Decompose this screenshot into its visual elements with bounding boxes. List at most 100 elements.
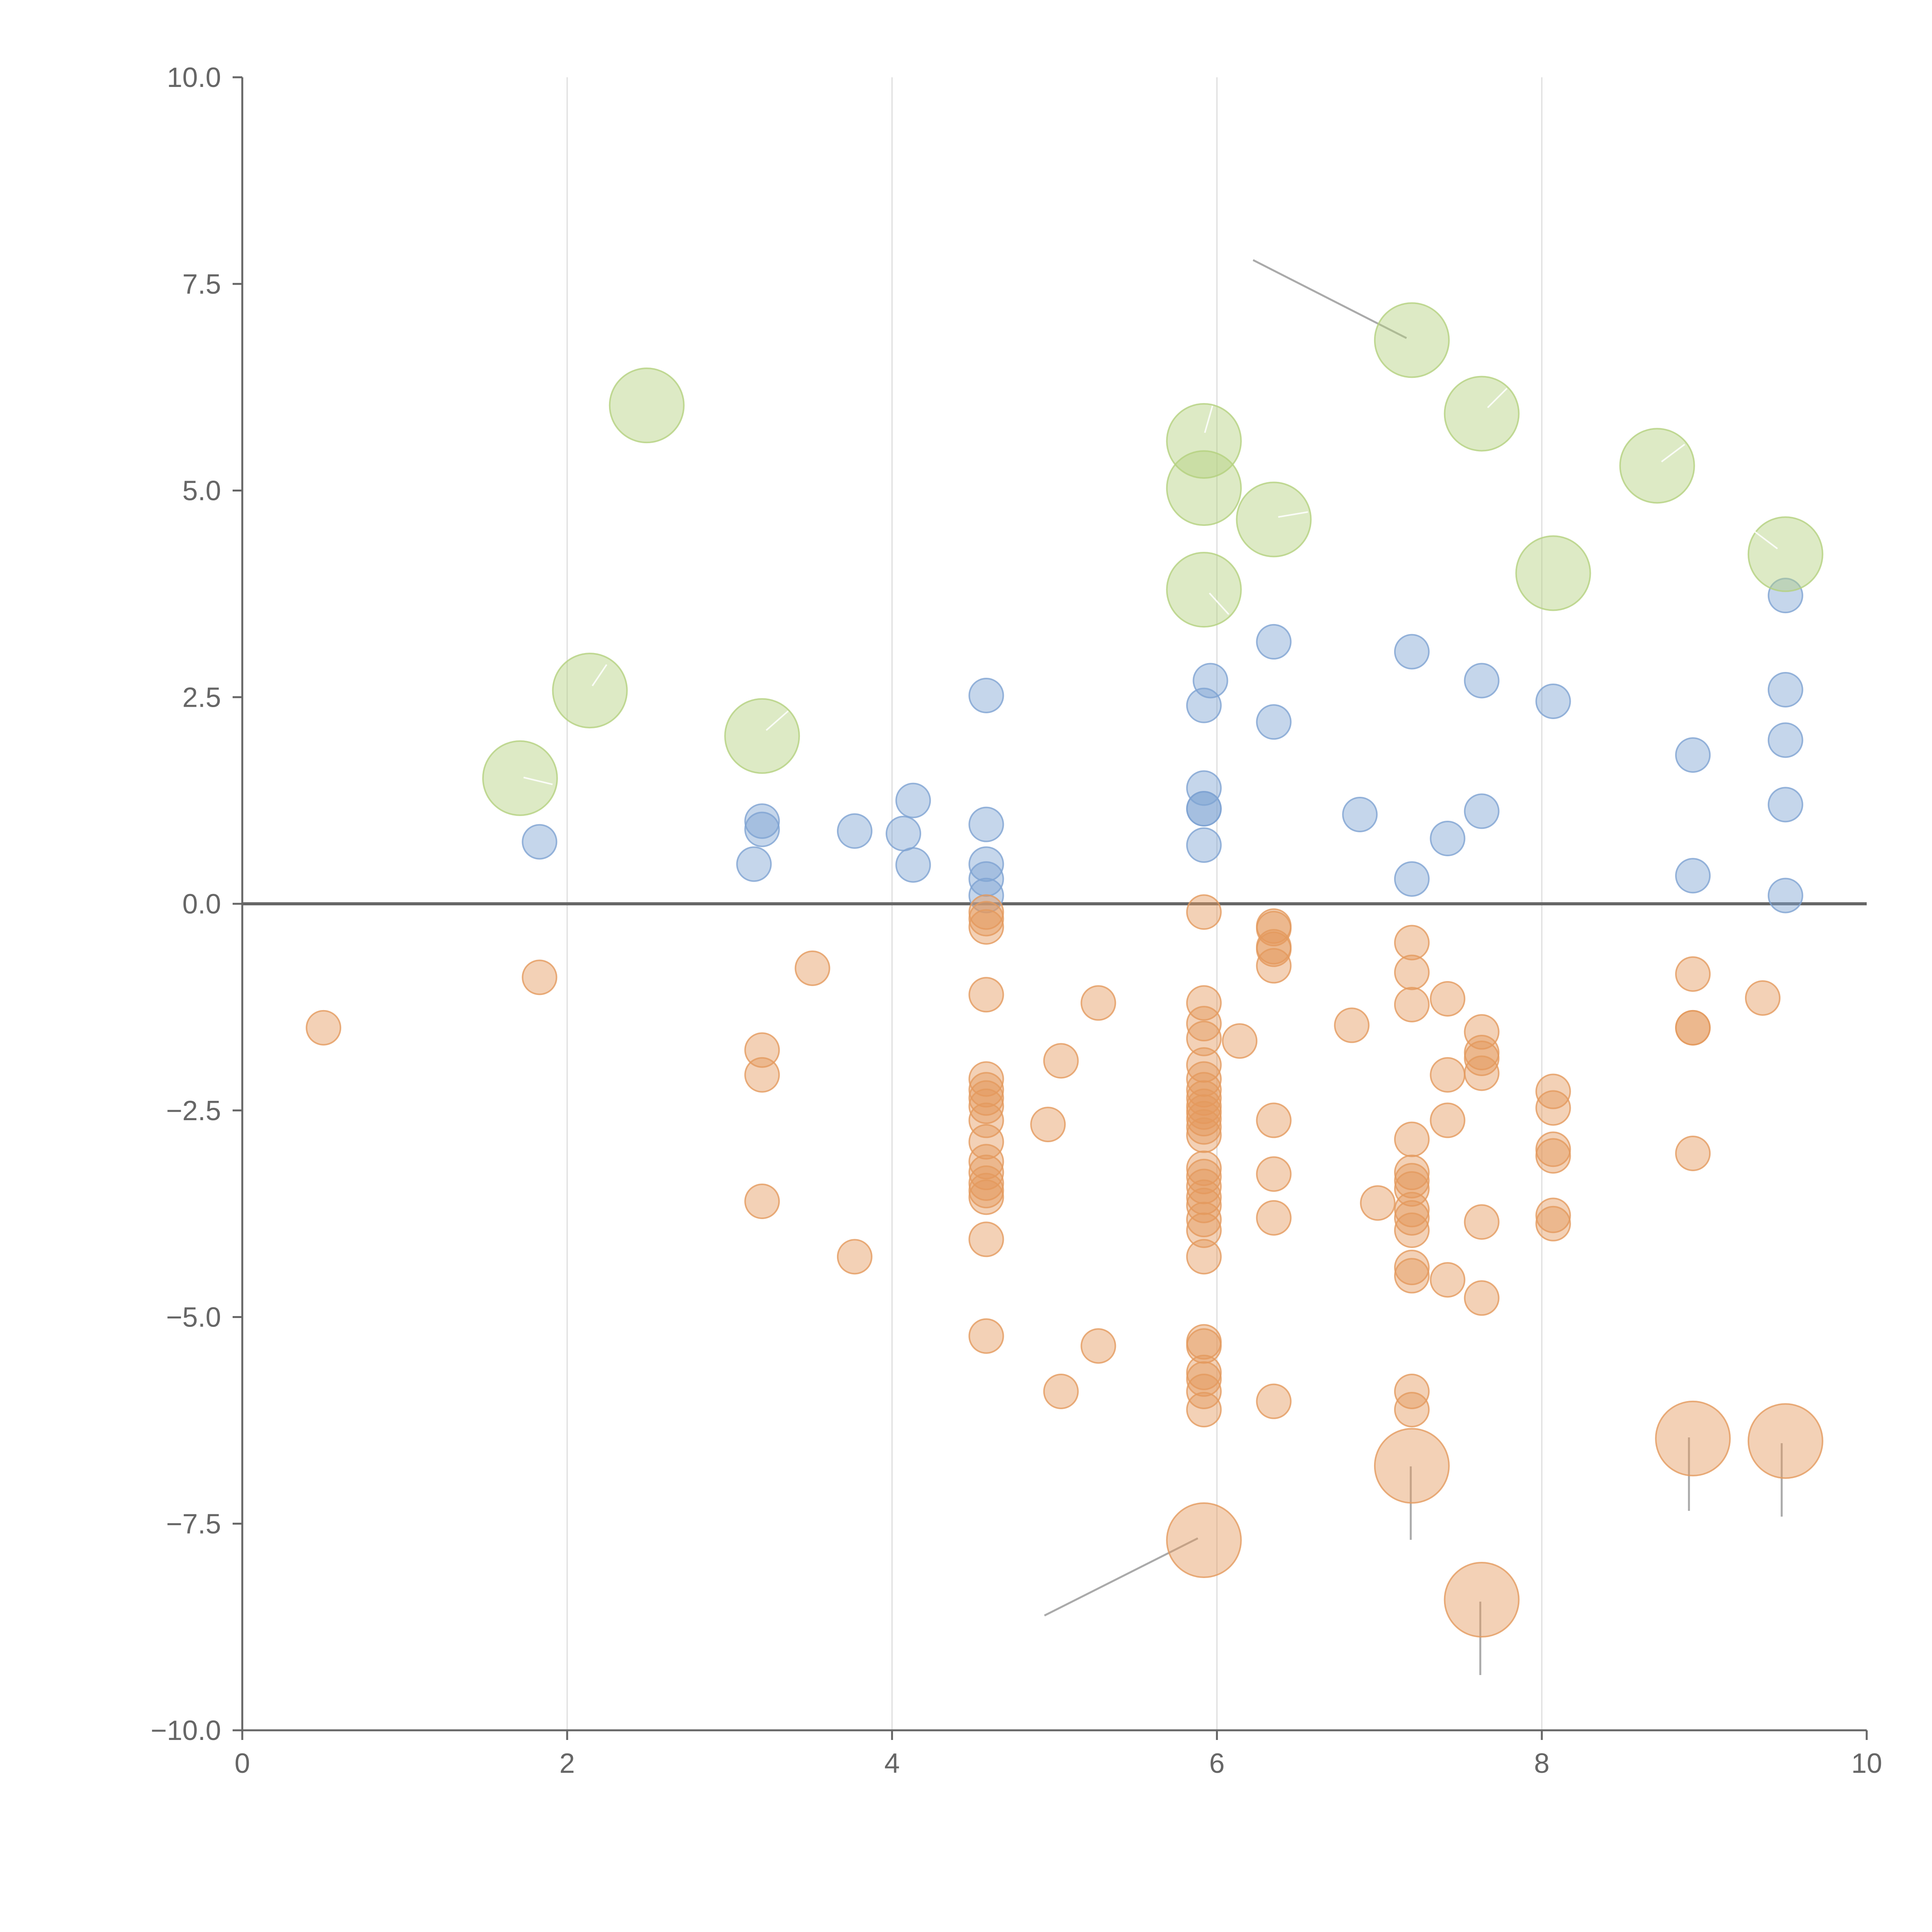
data-point[interactable] (1166, 552, 1242, 628)
data-point[interactable] (736, 846, 772, 882)
data-point[interactable] (1394, 1200, 1430, 1236)
data-point[interactable] (1256, 1102, 1292, 1138)
data-point[interactable] (1767, 787, 1803, 823)
data-point[interactable] (1186, 1212, 1222, 1248)
data-point[interactable] (1675, 956, 1711, 992)
data-point[interactable] (1222, 1023, 1258, 1059)
data-point[interactable] (1430, 821, 1466, 857)
data-point[interactable] (895, 847, 931, 883)
data-point[interactable] (1675, 737, 1711, 773)
data-point[interactable] (1186, 1150, 1222, 1186)
data-point[interactable] (1256, 1383, 1292, 1419)
data-point[interactable] (1186, 1328, 1222, 1364)
data-point[interactable] (1675, 1135, 1711, 1171)
data-point[interactable] (306, 1010, 342, 1046)
data-point[interactable] (1186, 1374, 1222, 1410)
data-point[interactable] (1374, 302, 1450, 378)
data-point[interactable] (1464, 1204, 1500, 1240)
data-point[interactable] (794, 950, 830, 986)
data-point[interactable] (895, 782, 931, 818)
data-point[interactable] (1394, 1163, 1430, 1199)
data-point[interactable] (968, 677, 1004, 713)
data-point[interactable] (744, 803, 780, 839)
data-point[interactable] (968, 977, 1004, 1013)
data-point[interactable] (724, 698, 800, 774)
data-point[interactable] (1675, 858, 1711, 894)
data-point[interactable] (1080, 1328, 1116, 1364)
data-point[interactable] (1444, 376, 1520, 452)
data-point[interactable] (1186, 1117, 1222, 1153)
data-point[interactable] (968, 1165, 1004, 1201)
data-point[interactable] (1256, 704, 1292, 740)
data-point[interactable] (1186, 1202, 1222, 1238)
data-point[interactable] (1394, 986, 1430, 1022)
data-point[interactable] (1675, 1010, 1711, 1046)
data-point[interactable] (1535, 1197, 1571, 1233)
data-point[interactable] (968, 1061, 1004, 1097)
data-point[interactable] (482, 740, 558, 816)
data-point[interactable] (1767, 878, 1803, 913)
data-point[interactable] (1043, 1043, 1079, 1079)
data-point[interactable] (552, 653, 628, 729)
data-point[interactable] (968, 1318, 1004, 1354)
data-point[interactable] (1535, 683, 1571, 719)
data-point[interactable] (1256, 948, 1292, 984)
data-point[interactable] (968, 1080, 1004, 1116)
data-point[interactable] (1186, 1080, 1222, 1116)
data-point[interactable] (1535, 1138, 1571, 1174)
data-point[interactable] (1186, 1361, 1222, 1397)
data-point[interactable] (744, 1057, 780, 1093)
data-point[interactable] (1236, 481, 1312, 558)
data-point[interactable] (609, 367, 685, 444)
data-point[interactable] (1767, 578, 1803, 614)
data-point[interactable] (1394, 861, 1430, 897)
data-point[interactable] (1464, 1055, 1500, 1091)
data-point[interactable] (968, 1221, 1004, 1257)
data-point[interactable] (1186, 1168, 1222, 1204)
data-point[interactable] (1394, 1250, 1430, 1286)
data-point[interactable] (968, 806, 1004, 842)
data-point[interactable] (1192, 663, 1228, 699)
data-point[interactable] (1080, 985, 1116, 1021)
data-point[interactable] (1030, 1107, 1066, 1143)
data-point[interactable] (1394, 1374, 1430, 1410)
data-point[interactable] (1394, 1212, 1430, 1248)
data-point[interactable] (968, 1102, 1004, 1138)
data-point[interactable] (744, 811, 780, 847)
data-point[interactable] (1186, 1020, 1222, 1056)
data-point[interactable] (968, 909, 1004, 945)
data-point[interactable] (1166, 403, 1242, 479)
data-point[interactable] (1619, 428, 1695, 504)
data-point[interactable] (1334, 1007, 1370, 1043)
data-point[interactable] (1186, 1158, 1222, 1194)
data-point[interactable] (522, 959, 558, 995)
data-point[interactable] (744, 1184, 780, 1219)
data-point[interactable] (1166, 450, 1242, 526)
data-point[interactable] (968, 1124, 1004, 1160)
data-point[interactable] (1166, 1502, 1242, 1578)
data-point[interactable] (1186, 1109, 1222, 1145)
data-point[interactable] (1256, 911, 1292, 947)
data-point[interactable] (968, 901, 1004, 937)
data-point[interactable] (968, 1179, 1004, 1215)
data-point[interactable] (1394, 954, 1430, 990)
data-point[interactable] (522, 824, 558, 860)
data-point[interactable] (1767, 672, 1803, 707)
data-point[interactable] (1464, 1280, 1500, 1316)
data-point[interactable] (1430, 1057, 1466, 1093)
data-point[interactable] (968, 1088, 1004, 1124)
data-point[interactable] (1394, 1171, 1430, 1207)
data-point[interactable] (1394, 1392, 1430, 1428)
data-point[interactable] (837, 1239, 872, 1275)
data-point[interactable] (1186, 985, 1222, 1021)
data-point[interactable] (1186, 1006, 1222, 1042)
data-point[interactable] (1535, 1206, 1571, 1242)
data-point[interactable] (1043, 1374, 1079, 1410)
data-point[interactable] (1186, 1179, 1222, 1215)
data-point[interactable] (1464, 1014, 1500, 1050)
data-point[interactable] (1394, 634, 1430, 670)
data-point[interactable] (1256, 1200, 1292, 1236)
data-point[interactable] (1186, 1187, 1222, 1223)
data-point[interactable] (1464, 793, 1500, 829)
data-point[interactable] (837, 813, 872, 849)
